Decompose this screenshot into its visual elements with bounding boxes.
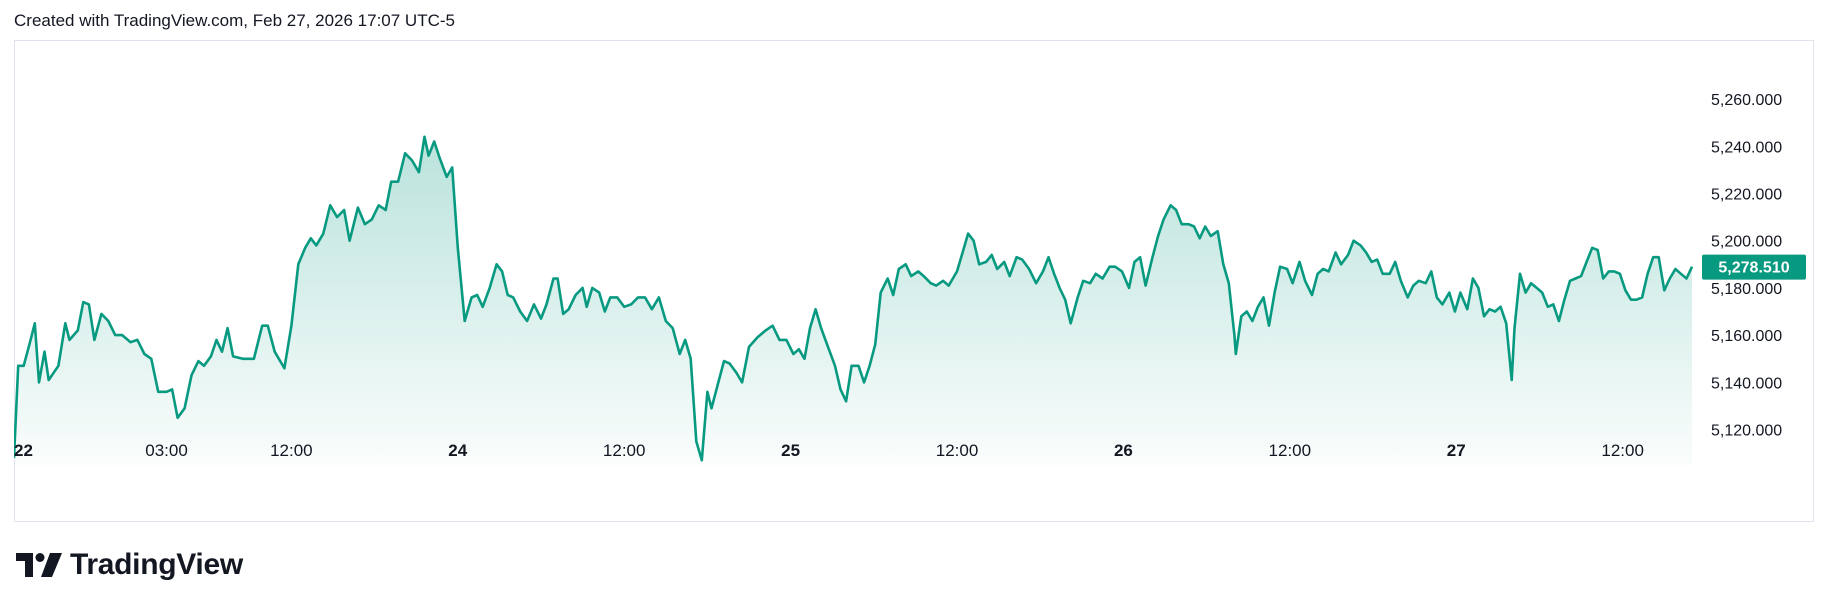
price-tick-label: 5,220.000	[1711, 186, 1782, 203]
tradingview-logo-icon	[16, 553, 62, 577]
time-axis[interactable]: 22 03:00 12:00 24 12:00 25 12:00 26 12:00 27 12:00	[14, 441, 1644, 460]
current-price-label: 5,278.510	[1718, 260, 1789, 277]
price-axis[interactable]: 5,260.000 5,240.000 5,220.000 5,200.000 5,18…	[1711, 92, 1782, 440]
time-tick-label: 12:00	[270, 441, 313, 460]
price-line[interactable]	[12, 135, 1694, 462]
price-tick-label: 5,180.000	[1711, 281, 1782, 298]
time-tick-label: 25	[781, 441, 800, 460]
tradingview-brand: TradingView	[70, 548, 243, 581]
time-tick-label: 12:00	[603, 441, 646, 460]
time-tick-label: 22	[14, 441, 33, 460]
time-tick-label: 12:00	[936, 441, 979, 460]
time-tick-label: 03:00	[145, 441, 188, 460]
price-chart[interactable]: 5,260.000 5,240.000 5,220.000 5,200.000 5,18…	[12, 40, 1814, 522]
time-tick-label: 24	[448, 441, 467, 460]
price-tick-label: 5,120.000	[1711, 423, 1782, 440]
price-tick-label: 5,260.000	[1711, 92, 1782, 109]
time-tick-label: 12:00	[1269, 441, 1312, 460]
price-tick-label: 5,140.000	[1711, 375, 1782, 392]
current-price-badge-bg	[1702, 254, 1806, 280]
price-tick-label: 5,160.000	[1711, 328, 1782, 345]
tradingview-logo[interactable]: TradingView	[16, 548, 243, 582]
price-tick-label: 5,200.000	[1711, 234, 1782, 251]
chart-svg[interactable]: 5,260.000 5,240.000 5,220.000 5,200.000 5,18…	[12, 40, 1814, 522]
chart-frame	[14, 40, 1814, 522]
time-tick-label: 26	[1114, 441, 1133, 460]
time-tick-label: 27	[1447, 441, 1466, 460]
time-tick-label: 12:00	[1601, 441, 1644, 460]
current-price-badge: 5,278.510	[1702, 254, 1806, 280]
created-with-label: Created with TradingView.com, Feb 27, 20…	[14, 11, 455, 30]
price-area-fill	[14, 136, 1692, 466]
price-tick-label: 5,240.000	[1711, 139, 1782, 156]
